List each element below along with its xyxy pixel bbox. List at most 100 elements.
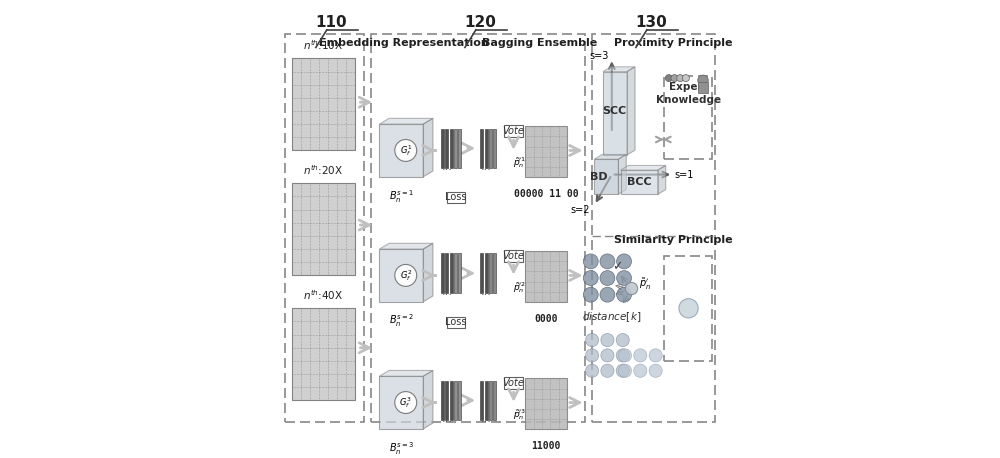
FancyBboxPatch shape xyxy=(447,316,465,328)
Text: 11000: 11000 xyxy=(532,441,561,451)
Bar xyxy=(445,129,448,168)
Circle shape xyxy=(679,299,698,318)
Text: Vote: Vote xyxy=(503,378,525,388)
Text: $G_f^3$: $G_f^3$ xyxy=(399,395,412,410)
Text: 0000: 0000 xyxy=(535,314,558,324)
Circle shape xyxy=(665,75,672,82)
Bar xyxy=(698,82,708,93)
Text: ...: ... xyxy=(442,162,453,172)
FancyBboxPatch shape xyxy=(525,378,567,429)
Text: 110: 110 xyxy=(315,15,347,30)
Polygon shape xyxy=(627,67,635,155)
Circle shape xyxy=(585,349,599,362)
Text: $\tilde{p}_n^{\prime 1}$: $\tilde{p}_n^{\prime 1}$ xyxy=(513,155,526,170)
FancyBboxPatch shape xyxy=(292,308,355,400)
Circle shape xyxy=(649,349,662,362)
Polygon shape xyxy=(621,165,666,170)
Circle shape xyxy=(585,333,599,347)
FancyBboxPatch shape xyxy=(504,250,523,262)
Bar xyxy=(493,381,496,420)
FancyBboxPatch shape xyxy=(621,170,658,194)
Text: 120: 120 xyxy=(464,15,496,30)
Bar xyxy=(454,129,457,168)
Text: BCC: BCC xyxy=(627,177,651,187)
Bar xyxy=(450,129,453,168)
Text: Proximity Principle: Proximity Principle xyxy=(614,38,732,48)
Bar xyxy=(489,129,492,168)
Circle shape xyxy=(583,287,598,302)
Circle shape xyxy=(618,349,632,362)
FancyBboxPatch shape xyxy=(447,191,465,203)
Text: ...: ... xyxy=(481,287,492,297)
Circle shape xyxy=(600,271,615,285)
FancyBboxPatch shape xyxy=(292,183,355,275)
Circle shape xyxy=(600,287,615,302)
Bar xyxy=(489,253,492,293)
Text: $\tilde{p}_n^{\prime 3}$: $\tilde{p}_n^{\prime 3}$ xyxy=(513,407,526,422)
Text: s=2: s=2 xyxy=(571,205,590,215)
Text: $G_f^1$: $G_f^1$ xyxy=(400,143,412,158)
Circle shape xyxy=(634,364,647,377)
Circle shape xyxy=(616,364,629,377)
FancyBboxPatch shape xyxy=(504,377,523,389)
FancyBboxPatch shape xyxy=(379,249,423,302)
Bar xyxy=(493,129,496,168)
Circle shape xyxy=(671,75,678,82)
Text: Similarity Principle: Similarity Principle xyxy=(614,235,732,245)
Circle shape xyxy=(601,364,614,377)
Polygon shape xyxy=(603,67,635,71)
Circle shape xyxy=(583,271,598,285)
Circle shape xyxy=(617,254,632,269)
Circle shape xyxy=(677,75,684,82)
Circle shape xyxy=(616,333,629,347)
Bar xyxy=(454,381,457,420)
Bar xyxy=(485,253,488,293)
Bar xyxy=(480,253,483,293)
Polygon shape xyxy=(423,243,433,302)
Bar xyxy=(489,381,492,420)
Text: SCC: SCC xyxy=(603,106,627,116)
Bar xyxy=(441,129,444,168)
Circle shape xyxy=(601,333,614,347)
Circle shape xyxy=(600,254,615,269)
Circle shape xyxy=(583,254,598,269)
Text: Expert
Knowledge: Expert Knowledge xyxy=(656,82,721,105)
FancyBboxPatch shape xyxy=(594,159,618,194)
Bar xyxy=(458,253,461,293)
Bar xyxy=(458,129,461,168)
FancyBboxPatch shape xyxy=(525,126,567,177)
Circle shape xyxy=(634,349,647,362)
Text: BD: BD xyxy=(590,172,607,182)
FancyBboxPatch shape xyxy=(525,251,567,302)
Circle shape xyxy=(395,392,417,414)
Bar xyxy=(450,381,453,420)
Text: s=1: s=1 xyxy=(674,169,694,180)
Bar xyxy=(445,253,448,293)
Text: $B_n^{s=3}$: $B_n^{s=3}$ xyxy=(389,440,414,457)
Circle shape xyxy=(601,349,614,362)
Circle shape xyxy=(585,364,599,377)
Text: Vote: Vote xyxy=(503,251,525,261)
Text: $distance[k]$: $distance[k]$ xyxy=(582,310,641,324)
Bar xyxy=(445,381,448,420)
Text: $n^{th}$:40X: $n^{th}$:40X xyxy=(303,288,344,302)
Text: ✓: ✓ xyxy=(612,260,623,273)
Text: $n^{th}$:10X: $n^{th}$:10X xyxy=(303,38,344,52)
Circle shape xyxy=(617,271,632,285)
Text: 130: 130 xyxy=(635,15,667,30)
Circle shape xyxy=(625,283,638,294)
Polygon shape xyxy=(594,154,626,159)
Circle shape xyxy=(395,140,417,161)
Text: $G_f^2$: $G_f^2$ xyxy=(400,268,412,283)
Polygon shape xyxy=(423,371,433,429)
Bar xyxy=(458,381,461,420)
Text: Bagging Ensemble: Bagging Ensemble xyxy=(482,38,597,48)
FancyBboxPatch shape xyxy=(603,71,627,155)
Bar xyxy=(485,381,488,420)
Circle shape xyxy=(682,75,689,82)
Text: $n^{th}$:20X: $n^{th}$:20X xyxy=(303,163,344,177)
Circle shape xyxy=(618,364,632,377)
Text: $B_n^{s=1}$: $B_n^{s=1}$ xyxy=(389,188,414,205)
Polygon shape xyxy=(379,243,433,249)
Circle shape xyxy=(649,364,662,377)
